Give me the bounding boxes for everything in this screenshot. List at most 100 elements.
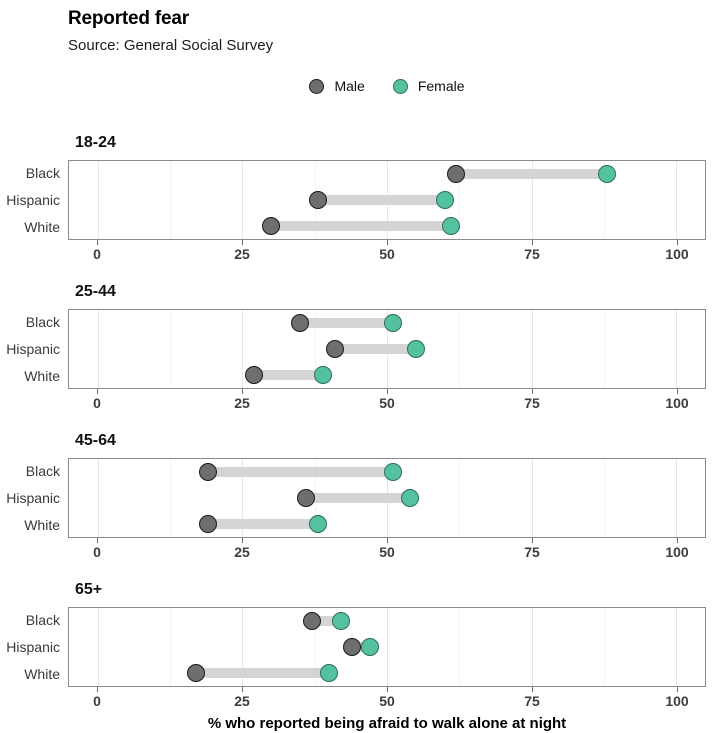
gridline-minor: [459, 608, 461, 686]
connector-bar-white: [196, 668, 330, 678]
y-label-black: Black: [25, 314, 60, 331]
facet-45-64: 45-64 Black Hispanic White 0 25 50 75 100: [0, 432, 714, 564]
y-axis-labels: Black Hispanic White: [0, 160, 68, 240]
tick-mark: [532, 240, 533, 245]
x-axis: 0 25 50 75 100: [0, 687, 706, 713]
connector-bar-white: [254, 370, 324, 380]
tick-label: 50: [379, 544, 395, 560]
gridline-minor: [459, 310, 461, 388]
tick-mark: [677, 389, 678, 394]
tick-label: 0: [93, 544, 101, 560]
plot-panel: [68, 160, 706, 240]
axis-spacer: [0, 389, 68, 415]
tick-mark: [242, 389, 243, 394]
tick-mark: [677, 240, 678, 245]
y-axis-labels: Black Hispanic White: [0, 458, 68, 538]
tick-label: 50: [379, 693, 395, 709]
gridline-minor: [314, 608, 316, 686]
connector-bar-white: [271, 221, 451, 231]
male-dot-white: [198, 515, 217, 533]
tick-mark: [387, 687, 388, 692]
male-dot-white: [187, 664, 206, 682]
legend: Male Female: [68, 78, 706, 94]
tick-label: 25: [234, 246, 250, 262]
connector-bar-black: [456, 169, 607, 179]
tick-label: 75: [524, 395, 540, 411]
y-label-hispanic: Hispanic: [6, 192, 60, 208]
plot-panel: [68, 309, 706, 389]
facet-title: 65+: [75, 581, 103, 598]
connector-bar-black: [207, 467, 393, 477]
gridline-major: [676, 608, 678, 686]
x-axis-title: % who reported being afraid to walk alon…: [207, 715, 567, 732]
gridline-major: [97, 608, 99, 686]
tick-mark: [532, 687, 533, 692]
tick-mark: [97, 687, 98, 692]
tick-mark: [532, 538, 533, 543]
facet-25-44: 25-44 Black Hispanic White 0 25 50 75 100: [0, 283, 714, 415]
tick-label: 100: [665, 246, 689, 262]
male-dot-black: [198, 463, 217, 481]
y-label-black: Black: [25, 463, 60, 480]
axis-spacer: [0, 687, 68, 713]
facet-body: Black Hispanic White: [0, 607, 706, 687]
tick-label: 0: [93, 395, 101, 411]
tick-mark: [532, 389, 533, 394]
chart-title: Reported fear: [68, 8, 189, 29]
gridline-major: [242, 459, 244, 537]
gridline-major: [387, 608, 388, 686]
tick-label: 100: [665, 544, 689, 560]
tick-label: 75: [524, 544, 540, 560]
male-dot-black: [447, 165, 466, 183]
tick-mark: [677, 687, 678, 692]
connector-bar-hispanic: [334, 344, 416, 354]
gridline-major: [97, 161, 99, 239]
facet-18-24: 18-24 Black Hispanic White 0 25 50 75 100: [0, 134, 714, 266]
tick-label: 25: [234, 395, 250, 411]
tick-label: 50: [379, 395, 395, 411]
gridline-minor: [603, 310, 605, 388]
female-dot-black: [331, 612, 350, 630]
tick-mark: [677, 538, 678, 543]
tick-label: 25: [234, 693, 250, 709]
facet-65+: 65+ Black Hispanic White 0 25 50 75 100: [0, 581, 714, 713]
tick-label: 25: [234, 544, 250, 560]
tick-label: 0: [93, 246, 101, 262]
gridline-major: [676, 161, 678, 239]
facet-title: 45-64: [75, 432, 116, 449]
plot-panel: [68, 458, 706, 538]
gridline-major: [97, 459, 99, 537]
gridline-minor: [314, 310, 316, 388]
tick-mark: [387, 538, 388, 543]
gridline-minor: [459, 459, 461, 537]
male-dot-white: [262, 217, 281, 235]
x-axis: 0 25 50 75 100: [0, 538, 706, 564]
facet-panels: 18-24 Black Hispanic White 0 25 50 75 100 25-44 Bl…: [0, 134, 714, 713]
gridline-major: [531, 310, 533, 388]
male-dot-hispanic: [297, 489, 316, 507]
tick-mark: [242, 538, 243, 543]
male-dot-white: [245, 366, 264, 384]
female-dot-hispanic: [360, 638, 379, 656]
gridline-minor: [603, 459, 605, 537]
x-axis-ticks: 0 25 50 75 100: [68, 240, 706, 266]
y-axis-labels: Black Hispanic White: [0, 309, 68, 389]
gridline-major: [676, 310, 678, 388]
legend-label-male: Male: [334, 78, 365, 94]
tick-label: 100: [665, 395, 689, 411]
male-dot-hispanic: [343, 638, 362, 656]
facet-title: 18-24: [75, 134, 116, 151]
y-label-hispanic: Hispanic: [6, 490, 60, 506]
x-axis: 0 25 50 75 100: [0, 240, 706, 266]
plot-panel: [68, 607, 706, 687]
tick-label: 75: [524, 693, 540, 709]
male-dot-hispanic: [308, 191, 327, 209]
gridline-major: [531, 608, 533, 686]
y-label-hispanic: Hispanic: [6, 341, 60, 357]
connector-bar-hispanic: [306, 493, 411, 503]
tick-label: 50: [379, 246, 395, 262]
female-dot-white: [320, 664, 339, 682]
tick-mark: [387, 240, 388, 245]
tick-label: 75: [524, 246, 540, 262]
